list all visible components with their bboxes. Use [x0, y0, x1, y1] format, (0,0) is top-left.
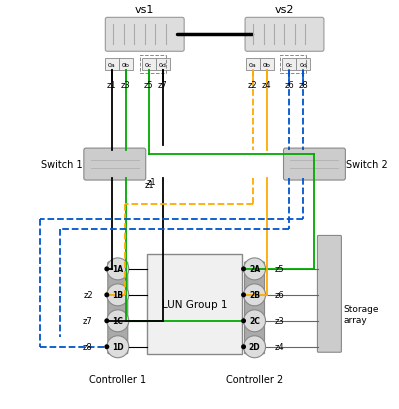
Text: 0b: 0b	[122, 63, 130, 67]
Text: Controller 1: Controller 1	[89, 374, 146, 384]
Text: z6: z6	[275, 291, 284, 300]
Text: z7: z7	[83, 317, 93, 326]
FancyBboxPatch shape	[142, 59, 156, 71]
Text: z4: z4	[262, 81, 271, 90]
FancyBboxPatch shape	[119, 59, 133, 71]
Circle shape	[243, 284, 265, 306]
Text: 0a: 0a	[249, 63, 257, 67]
Circle shape	[243, 310, 265, 332]
Text: z1: z1	[147, 177, 156, 186]
Circle shape	[104, 267, 109, 272]
Text: z2: z2	[248, 81, 257, 90]
FancyBboxPatch shape	[318, 236, 342, 353]
FancyBboxPatch shape	[84, 149, 146, 181]
Text: Switch 2: Switch 2	[346, 160, 388, 170]
Text: z7: z7	[158, 81, 168, 90]
Text: z1: z1	[145, 180, 154, 189]
Text: z3: z3	[275, 317, 284, 326]
FancyBboxPatch shape	[156, 59, 170, 71]
Text: 2D: 2D	[249, 342, 261, 351]
Text: 2C: 2C	[249, 317, 260, 326]
Text: z8: z8	[298, 81, 308, 90]
Text: 1A: 1A	[112, 265, 123, 274]
Text: z8: z8	[83, 342, 93, 351]
FancyBboxPatch shape	[282, 59, 296, 71]
FancyBboxPatch shape	[245, 18, 324, 52]
Circle shape	[104, 344, 109, 349]
Bar	[280, 56, 306, 74]
FancyBboxPatch shape	[105, 18, 184, 52]
FancyBboxPatch shape	[147, 254, 242, 354]
Text: z5: z5	[275, 265, 284, 274]
Text: 0c: 0c	[286, 63, 293, 67]
Text: 2B: 2B	[249, 291, 260, 300]
Circle shape	[107, 284, 129, 306]
Circle shape	[241, 292, 246, 298]
Text: vs1: vs1	[135, 5, 154, 15]
FancyBboxPatch shape	[245, 59, 259, 71]
Text: 0d: 0d	[300, 63, 307, 67]
FancyBboxPatch shape	[108, 262, 128, 354]
Circle shape	[107, 336, 129, 358]
FancyBboxPatch shape	[259, 59, 273, 71]
Circle shape	[243, 258, 265, 280]
Text: 0d: 0d	[159, 63, 167, 67]
Circle shape	[107, 310, 129, 332]
Text: z4: z4	[275, 342, 284, 351]
Text: 0a: 0a	[108, 63, 116, 67]
Text: 0b: 0b	[263, 63, 271, 67]
Circle shape	[241, 344, 246, 349]
Text: vs2: vs2	[275, 5, 294, 15]
Bar	[140, 56, 166, 74]
FancyBboxPatch shape	[245, 262, 265, 354]
Text: Switch 1: Switch 1	[41, 160, 83, 170]
FancyBboxPatch shape	[105, 59, 119, 71]
Circle shape	[104, 319, 109, 324]
Circle shape	[241, 319, 246, 324]
Text: 0c: 0c	[145, 63, 152, 67]
Text: Storage
array: Storage array	[344, 304, 379, 324]
Text: 1D: 1D	[112, 342, 124, 351]
Text: LUN Group 1: LUN Group 1	[162, 299, 227, 309]
Circle shape	[107, 258, 129, 280]
Text: 2A: 2A	[249, 265, 260, 274]
FancyBboxPatch shape	[284, 149, 346, 181]
Text: z2: z2	[83, 291, 93, 300]
Circle shape	[241, 267, 246, 272]
Text: z5: z5	[144, 81, 154, 90]
Circle shape	[104, 292, 109, 298]
Text: z6: z6	[284, 81, 294, 90]
Text: Controller 2: Controller 2	[226, 374, 283, 384]
Text: 1C: 1C	[113, 317, 123, 326]
Text: 1B: 1B	[112, 291, 123, 300]
Text: z1: z1	[107, 81, 117, 90]
Circle shape	[243, 336, 265, 358]
Text: z3: z3	[121, 81, 130, 90]
FancyBboxPatch shape	[296, 59, 310, 71]
